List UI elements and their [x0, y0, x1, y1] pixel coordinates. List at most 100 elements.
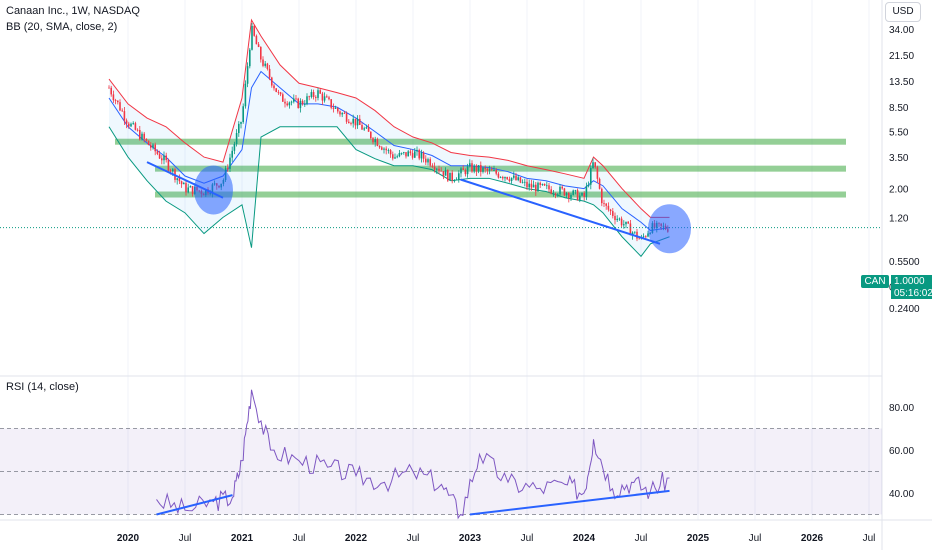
- candle-body: [295, 98, 297, 100]
- candle-body: [491, 169, 493, 171]
- candle-body: [535, 184, 537, 192]
- candle-body: [365, 127, 368, 129]
- candle-body: [121, 110, 123, 112]
- candle-body: [634, 231, 636, 233]
- candle-body: [447, 170, 449, 181]
- candle-body: [526, 181, 528, 188]
- candle-body: [647, 233, 649, 237]
- candle-body: [343, 113, 346, 114]
- candle-body: [587, 184, 590, 187]
- candle-body: [528, 183, 530, 188]
- candle-body: [341, 113, 343, 115]
- candle-body: [271, 77, 273, 86]
- candle-body: [477, 165, 480, 172]
- candle-body: [187, 187, 189, 193]
- candle-body: [123, 111, 126, 121]
- candle-body: [249, 49, 251, 67]
- candle-body: [504, 176, 506, 179]
- candle-body: [623, 224, 625, 226]
- candle-body: [145, 138, 148, 141]
- candle-body: [330, 99, 332, 108]
- candle-body: [235, 133, 238, 144]
- rsi-trendline-2020: [156, 494, 233, 516]
- candle-body: [420, 152, 423, 159]
- candle-body: [510, 177, 513, 182]
- candle-body: [598, 178, 601, 189]
- candle-body: [383, 148, 385, 150]
- candle-body: [620, 218, 623, 226]
- candle-body: [161, 158, 163, 161]
- candle-body: [513, 175, 515, 178]
- candle-body: [361, 124, 363, 130]
- candle-body: [539, 182, 541, 185]
- candle-body: [306, 96, 308, 105]
- candle-body: [614, 215, 616, 221]
- candle-body: [350, 123, 352, 124]
- candle-body: [233, 143, 236, 151]
- candle-body: [605, 203, 607, 206]
- candle-body: [257, 44, 260, 47]
- bb-indicator-label[interactable]: BB (20, SMA, close, 2): [6, 21, 118, 33]
- price-tick-label: 5.50: [889, 128, 909, 139]
- candle-body: [251, 25, 253, 50]
- time-tick-label: 2024: [573, 533, 596, 544]
- price-tick-label: 21.50: [889, 51, 914, 62]
- candle-body: [266, 63, 269, 69]
- time-tick-label: Jul: [179, 533, 192, 544]
- bb-upper-line: [108, 18, 670, 218]
- candle-body: [596, 167, 599, 179]
- candle-body: [125, 120, 128, 124]
- candle-body: [460, 168, 462, 174]
- candle-body: [385, 148, 387, 151]
- candle-body: [541, 183, 544, 185]
- price-tick-label: 3.50: [889, 153, 909, 164]
- candle-body: [359, 118, 361, 125]
- candle-body: [550, 189, 552, 194]
- candle-body: [429, 159, 431, 166]
- candle-body: [392, 154, 394, 159]
- candle-body: [563, 188, 566, 196]
- time-tick-label: 2026: [801, 533, 824, 544]
- candle-body: [238, 123, 240, 134]
- candle-body: [284, 101, 286, 104]
- candle-body: [438, 168, 440, 171]
- candle-body: [304, 104, 306, 105]
- candle-body: [609, 209, 612, 212]
- candle-body: [612, 211, 614, 216]
- candle-body: [440, 170, 442, 172]
- candle-body: [387, 150, 390, 151]
- candle-body: [176, 178, 178, 180]
- candle-body: [312, 92, 315, 97]
- candle-body: [132, 123, 134, 124]
- candle-body: [638, 238, 640, 240]
- price-tick-label: 2.00: [889, 185, 909, 196]
- candle-body: [418, 149, 420, 159]
- candle-body: [315, 96, 317, 98]
- time-tick-label: 2020: [117, 533, 140, 544]
- chart-title: Canaan Inc., 1W, NASDAQ: [6, 5, 140, 17]
- candle-body: [242, 106, 244, 122]
- candle-body: [260, 46, 262, 60]
- candle-body: [381, 147, 383, 150]
- rsi-line: [156, 389, 670, 520]
- rsi-indicator-label[interactable]: RSI (14, close): [6, 381, 79, 393]
- candle-body: [400, 152, 403, 154]
- rsi-tick-label: 40.00: [889, 489, 914, 500]
- candle-body: [354, 118, 357, 126]
- candle-body: [262, 59, 264, 66]
- candle-body: [394, 157, 396, 159]
- candle-body: [396, 156, 398, 158]
- time-tick-label: Jul: [293, 533, 306, 544]
- candle-body: [642, 236, 645, 238]
- price-tick-label: 0.5500: [889, 257, 920, 268]
- bar-countdown: 05:16:02: [894, 288, 932, 299]
- candle-body: [499, 177, 502, 178]
- candle-body: [568, 193, 570, 198]
- last-price-value: 1.0000: [894, 276, 925, 287]
- bollinger-fill: [109, 19, 670, 257]
- time-tick-label: 2025: [687, 533, 710, 544]
- candle-body: [178, 178, 181, 182]
- currency-button[interactable]: USD: [885, 2, 921, 22]
